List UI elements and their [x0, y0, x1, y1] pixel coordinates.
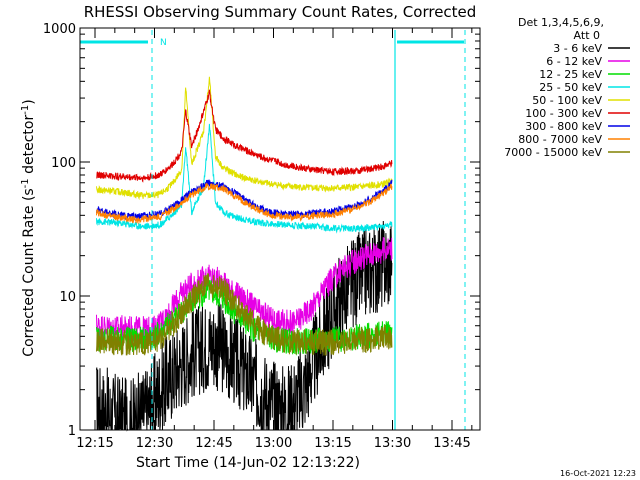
- x-tick-label: 13:15: [314, 436, 351, 451]
- y-axis-label-part-2: detector: [21, 115, 37, 179]
- series-line-25-50-kev: [96, 123, 393, 234]
- legend-label: 7000 - 15000 keV: [504, 146, 602, 159]
- x-tick-label: 12:30: [136, 436, 173, 451]
- flag-label: N: [160, 38, 167, 48]
- legend-label: 300 - 800 keV: [525, 120, 602, 133]
- y-axis-label-sup-1: -1: [20, 178, 31, 188]
- series-line-50-100-kev: [96, 76, 393, 201]
- series-line-7000-15000-kev: [96, 273, 393, 356]
- y-tick-label: 100: [51, 156, 76, 171]
- y-tick-label: 1000: [43, 22, 76, 37]
- legend-label: 50 - 100 keV: [532, 94, 602, 107]
- legend-header-2: Att 0: [574, 29, 600, 42]
- legend-label: 800 - 7000 keV: [518, 133, 602, 146]
- x-tick-label: 12:15: [76, 436, 113, 451]
- x-tick-labels: 12:15 12:30 12:45 13:00 13:15 13:30 13:45: [76, 436, 470, 451]
- observing-marks: N: [80, 30, 466, 430]
- x-tick-label: 13:00: [255, 436, 292, 451]
- x-tick-label: 12:45: [195, 436, 232, 451]
- series-line-800-7000-kev: [96, 183, 393, 225]
- y-tick-label: 1: [68, 424, 76, 439]
- legend-label: 25 - 50 keV: [539, 81, 602, 94]
- y-axis-label-part-3: ): [21, 99, 37, 104]
- legend-label: 3 - 6 keV: [553, 42, 602, 55]
- x-tick-label: 13:30: [374, 436, 411, 451]
- legend-label: 100 - 300 keV: [525, 107, 602, 120]
- series-lines: [96, 76, 393, 432]
- x-tick-label: 13:45: [433, 436, 470, 451]
- y-tick-label: 10: [59, 290, 76, 305]
- y-axis-label-sup-2: -1: [20, 105, 31, 115]
- y-axis-label-part-1: Corrected Count Rate (s: [21, 188, 37, 356]
- chart-title: RHESSI Observing Summary Count Rates, Co…: [84, 3, 477, 21]
- legend-label: 6 - 12 keV: [546, 55, 602, 68]
- series-line-6-12-kev: [96, 237, 393, 342]
- legend-label: 12 - 25 keV: [539, 68, 602, 81]
- x-axis-label: Start Time (14-Jun-02 12:13:22): [136, 455, 360, 471]
- legend-header-1: Det 1,3,4,5,6,9,: [518, 16, 604, 29]
- series-line-100-300-kev: [96, 89, 393, 183]
- plot-frame: [79, 27, 481, 431]
- y-axis-label: Corrected Count Rate (s-1 detector-1): [20, 99, 37, 356]
- y-tick-labels: 1 10 100 1000: [43, 22, 76, 439]
- footer-date: 16-Oct-2021 12:23: [560, 469, 636, 478]
